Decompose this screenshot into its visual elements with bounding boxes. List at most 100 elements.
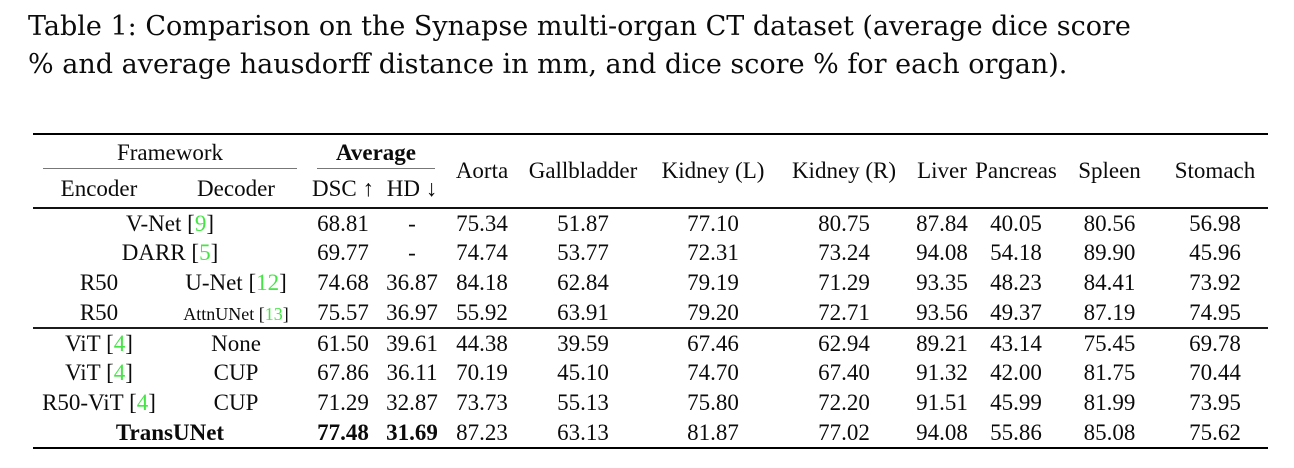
value-cell: 91.51: [916, 390, 968, 415]
citation-number[interactable]: 9: [194, 210, 207, 236]
citation-number[interactable]: 5: [199, 240, 211, 265]
value-cell: 55.13: [557, 390, 609, 415]
value-cell: 44.38: [456, 330, 508, 356]
model-label: CUP: [213, 360, 259, 385]
value-cell: 42.00: [990, 360, 1042, 385]
value-cell: 73.95: [1189, 390, 1241, 415]
framework-cell: V-Net [9]: [33, 208, 307, 238]
value-cell: 94.08: [916, 419, 968, 445]
value-cell: 36.11: [386, 360, 438, 385]
value-cell: 93.56: [916, 299, 968, 325]
value-cell: 71.29: [317, 390, 369, 415]
value-cell: 75.45: [1083, 330, 1136, 356]
value-cell: 32.87: [386, 390, 438, 415]
average-label: Average: [317, 137, 435, 169]
value-cell: 72.31: [687, 240, 739, 265]
value-cell: 63.13: [557, 419, 609, 445]
value-cell: 45.10: [557, 360, 609, 385]
column-header-decoder: Decoder: [197, 176, 275, 201]
encoder-cell: ViT [4]: [33, 358, 165, 388]
value-cell: -: [408, 240, 416, 265]
value-cell: 81.75: [1083, 360, 1136, 385]
citation-number[interactable]: 4: [113, 330, 126, 356]
value-cell: 77.10: [687, 210, 739, 236]
citation[interactable]: [9]: [181, 210, 214, 236]
value-cell: 77.02: [818, 419, 870, 445]
model-label: U-Net: [185, 270, 243, 295]
value-cell: 39.59: [557, 330, 609, 356]
citation-number[interactable]: 4: [136, 390, 149, 415]
model-label: ViT: [65, 330, 101, 356]
value-cell: 89.90: [1083, 240, 1136, 265]
table-header: Framework Average Aorta Gallbladder Kidn…: [33, 134, 1268, 208]
value-cell: 68.81: [317, 210, 369, 236]
value-cell: 79.20: [687, 299, 739, 325]
value-cell: 72.71: [818, 299, 870, 325]
value-cell: 69.78: [1189, 330, 1241, 356]
value-cell: 36.97: [386, 299, 438, 325]
value-cell: 67.86: [317, 360, 369, 385]
value-cell: 55.92: [456, 299, 508, 325]
value-cell: 61.50: [317, 330, 369, 356]
column-header-spleen: Spleen: [1078, 158, 1141, 183]
value-cell: 56.98: [1189, 210, 1241, 236]
table-row: DARR [5] 69.77 - 74.74 53.77 72.31 73.24 94.08 5…: [33, 238, 1268, 268]
column-header-pancreas: Pancreas: [975, 158, 1057, 183]
model-label: R50-ViT: [42, 390, 124, 415]
value-cell: 81.99: [1083, 390, 1136, 415]
header-group-row: Framework Average Aorta Gallbladder Kidn…: [33, 134, 1268, 183]
header-sub-row: Encoder Decoder DSC ↑ HD ↓: [33, 171, 1268, 208]
framework-cell: TransUNet: [33, 418, 307, 448]
column-header-kidney-l: Kidney (L): [661, 158, 765, 183]
decoder-cell: CUP: [165, 358, 307, 388]
citation[interactable]: [4]: [123, 390, 156, 415]
caption-line-1: Table 1: Comparison on the Synapse multi…: [28, 11, 1131, 42]
value-cell: 84.41: [1083, 270, 1136, 295]
value-cell: 43.14: [990, 330, 1042, 356]
citation-number[interactable]: 12: [256, 270, 280, 295]
table-row: ViT [4] None 61.50 39.61 44.38 39.59 67.46 62.9…: [33, 328, 1268, 358]
table-row: V-Net [9] 68.81 - 75.34 51.87 77.10 80.75 87.84…: [33, 208, 1268, 238]
average-group-header: Average: [307, 134, 445, 171]
decoder-cell: U-Net [12]: [165, 268, 307, 298]
column-header-dsc: DSC ↑: [312, 176, 374, 201]
citation[interactable]: [4]: [100, 330, 133, 356]
value-cell: 45.99: [990, 390, 1042, 415]
value-cell: 62.94: [818, 330, 870, 356]
value-cell: 87.84: [916, 210, 968, 236]
value-cell: 55.86: [990, 419, 1042, 445]
value-cell: 51.87: [557, 210, 609, 236]
value-cell: -: [408, 210, 416, 236]
citation[interactable]: [5]: [185, 240, 219, 265]
value-cell: 87.23: [456, 419, 508, 445]
model-label: CUP: [213, 390, 259, 415]
results-table-container: Framework Average Aorta Gallbladder Kidn…: [33, 133, 1268, 449]
value-cell: 75.62: [1189, 419, 1241, 445]
value-cell: 49.37: [990, 299, 1042, 325]
column-header-hd: HD ↓: [386, 176, 438, 201]
citation-number[interactable]: 4: [113, 360, 126, 385]
value-cell: 71.29: [818, 270, 870, 295]
encoder-cell: R50-ViT [4]: [33, 388, 165, 418]
value-cell: 72.20: [818, 390, 870, 415]
value-cell: 39.61: [386, 330, 438, 356]
value-cell: 62.84: [557, 270, 609, 295]
value-cell: 74.95: [1189, 299, 1241, 325]
citation[interactable]: [13]: [254, 303, 289, 324]
value-cell: 80.75: [818, 210, 870, 236]
value-cell: 94.08: [916, 240, 968, 265]
table-body-transformers: ViT [4] None 61.50 39.61 44.38 39.59 67.46 62.9…: [33, 328, 1268, 448]
value-cell: 70.44: [1189, 360, 1241, 385]
table-body-baselines: V-Net [9] 68.81 - 75.34 51.87 77.10 80.75 87.84…: [33, 208, 1268, 328]
value-cell: 74.68: [317, 270, 369, 295]
value-cell: 75.34: [456, 210, 508, 236]
model-label: TransUNet: [115, 419, 225, 445]
value-cell: 89.21: [916, 330, 968, 356]
citation[interactable]: [4]: [100, 360, 133, 385]
citation-number[interactable]: 13: [264, 303, 283, 324]
table-row: R50-ViT [4] CUP 71.29 32.87 73.73 55.13 75.80 7…: [33, 388, 1268, 418]
value-cell: 87.19: [1083, 299, 1136, 325]
value-cell: 54.18: [990, 240, 1042, 265]
citation[interactable]: [12]: [242, 270, 287, 295]
model-label: R50: [79, 299, 119, 325]
